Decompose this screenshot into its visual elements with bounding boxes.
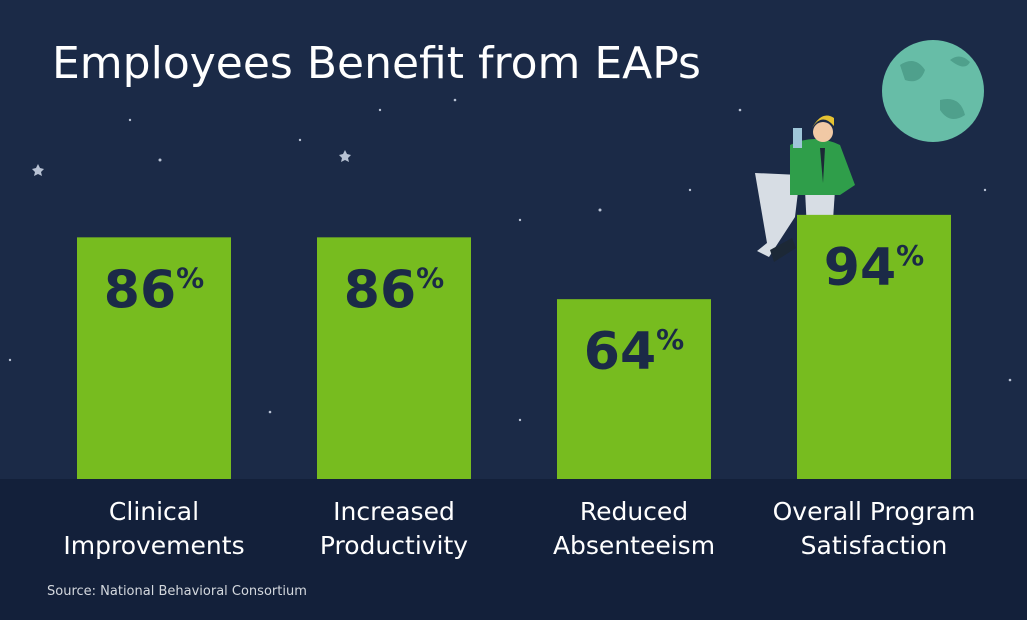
bar (557, 299, 711, 479)
value-label: 64% (584, 322, 684, 382)
value-label: 94% (824, 238, 924, 298)
category-label: Reduced Absenteeism (552, 497, 716, 560)
moon (882, 40, 984, 142)
stars (8, 98, 1012, 422)
source-note: Source: National Behavioral Consortium (47, 584, 307, 599)
footer-band (0, 479, 1027, 620)
bar (317, 237, 471, 479)
bar (797, 214, 951, 480)
bar (77, 237, 231, 479)
chart-title: Employees Benefit from EAPs (52, 38, 701, 89)
value-label: 86% (104, 260, 204, 320)
value-label: 86% (344, 260, 444, 320)
category-label: Clinical Improvements (63, 497, 245, 560)
category-label: Overall Program Satisfaction (772, 497, 976, 560)
category-label: Increased Productivity (319, 497, 469, 560)
